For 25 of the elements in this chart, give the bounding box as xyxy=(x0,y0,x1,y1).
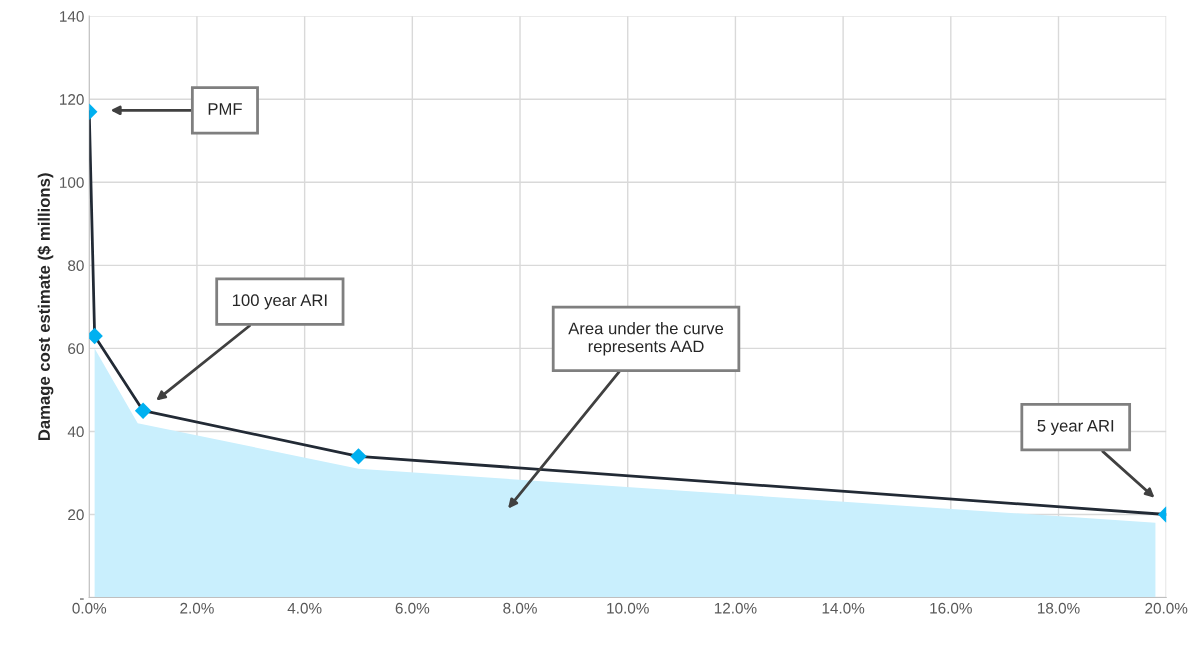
annotation: PMF xyxy=(208,103,242,115)
x-tick-label: 8.0% xyxy=(503,602,537,614)
annotation: 100 year ARI xyxy=(232,294,327,310)
x-tick-label: 14.0% xyxy=(822,602,865,614)
y-tick-label: 60 xyxy=(68,343,84,355)
x-tick-label: 0.0% xyxy=(72,602,107,614)
y-tick-label: 20 xyxy=(68,509,84,521)
y-tick-label: 120 xyxy=(60,94,84,105)
x-tick-label: 16.0% xyxy=(930,602,972,614)
x-tick-label: 2.0% xyxy=(180,602,214,614)
y-tick-label: - xyxy=(79,598,84,600)
y-tick-label: 100 xyxy=(60,177,84,188)
annotation: Area under the curve represents AAD xyxy=(568,322,724,356)
x-tick-label: 12.0% xyxy=(714,602,757,614)
y-tick-label: 40 xyxy=(67,426,84,438)
x-tick-label: 10.0% xyxy=(607,602,649,614)
x-tick-label: 4.0% xyxy=(287,602,322,614)
y-tick-label: 140 xyxy=(60,11,84,22)
x-tick-label: 18.0% xyxy=(1038,602,1080,614)
y-axis-title: Damage cost estimate ($ millions) xyxy=(37,173,54,441)
annotation: 5 year ARI xyxy=(1037,420,1114,435)
x-tick-label: 20.0% xyxy=(1145,602,1188,614)
x-tick-label: 6.0% xyxy=(395,602,430,614)
y-tick-label: 80 xyxy=(68,260,84,272)
point xyxy=(89,327,103,345)
